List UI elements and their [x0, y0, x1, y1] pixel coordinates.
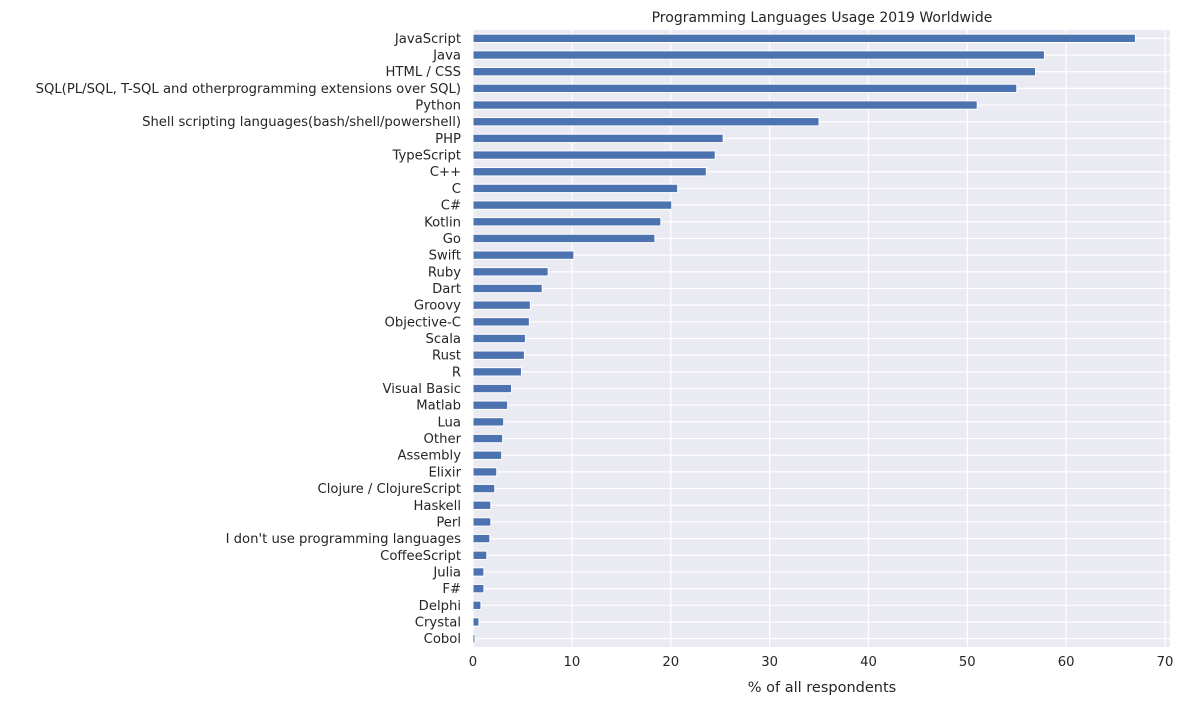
category-label: Julia — [432, 565, 461, 580]
x-tick-label: 60 — [1058, 655, 1075, 670]
bar — [472, 100, 978, 110]
bar — [472, 583, 485, 594]
bar — [472, 483, 496, 494]
bar — [472, 300, 531, 310]
bar — [472, 467, 498, 477]
bar — [472, 517, 492, 527]
bar — [472, 33, 1136, 44]
category-label: Matlab — [416, 399, 461, 414]
category-label: Haskell — [414, 499, 461, 514]
category-label: Other — [424, 432, 462, 447]
category-label: Kotlin — [424, 215, 461, 230]
bar — [472, 217, 662, 227]
x-tick-label: 40 — [860, 655, 877, 670]
category-label: Elixir — [428, 465, 461, 480]
category-label: Dart — [432, 282, 461, 297]
bar — [472, 350, 525, 360]
bar — [472, 333, 526, 344]
bar — [472, 533, 491, 544]
bar — [472, 400, 509, 410]
category-label: Delphi — [419, 599, 461, 614]
bar — [472, 617, 480, 627]
category-label: Clojure / ClojureScript — [318, 482, 462, 497]
category-label: Go — [443, 232, 461, 247]
category-label: Swift — [429, 249, 461, 264]
bar — [472, 233, 656, 244]
bar — [472, 367, 522, 377]
category-label: F# — [442, 582, 461, 597]
category-label: Groovy — [414, 299, 461, 314]
category-label: Assembly — [397, 449, 461, 464]
category-label: C++ — [430, 165, 461, 180]
category-label: PHP — [435, 132, 461, 147]
x-tick-label: 20 — [662, 655, 679, 670]
category-label: JavaScript — [394, 32, 461, 47]
bar — [472, 83, 1018, 94]
bar — [472, 283, 543, 294]
category-label: Rust — [432, 349, 461, 364]
bar — [472, 433, 504, 444]
category-label: HTML / CSS — [386, 65, 461, 80]
bar — [472, 550, 488, 560]
bar — [472, 600, 482, 610]
bar — [472, 417, 505, 427]
category-label: Shell scripting languages(bash/shell/pow… — [142, 115, 461, 130]
bar — [472, 383, 513, 394]
bar — [472, 167, 707, 177]
x-tick-label: 30 — [761, 655, 778, 670]
category-label: CoffeeScript — [380, 549, 461, 564]
category-label: Visual Basic — [383, 382, 461, 397]
chart-title: Programming Languages Usage 2019 Worldwi… — [652, 10, 993, 26]
bar — [472, 133, 724, 144]
bar — [472, 67, 1037, 77]
category-label: I don't use programming languages — [226, 532, 462, 547]
category-label: Ruby — [428, 265, 461, 280]
x-tick-label: 0 — [469, 655, 477, 670]
category-label: Cobol — [424, 632, 461, 647]
category-label: Perl — [436, 515, 461, 530]
bar — [472, 117, 820, 127]
bar — [472, 150, 716, 160]
x-tick-labels: 0 10 20 30 40 50 60 70 — [469, 655, 1174, 670]
category-label: SQL(PL/SQL, T-SQL and otherprogramming e… — [36, 82, 461, 97]
category-label: Lua — [437, 415, 461, 430]
bar — [472, 267, 549, 277]
bar — [472, 200, 673, 210]
category-label: C — [452, 182, 461, 197]
bar — [472, 317, 530, 327]
x-tick-label: 50 — [959, 655, 976, 670]
category-label: C# — [441, 199, 461, 214]
x-tick-label: 10 — [563, 655, 580, 670]
bars — [472, 33, 1136, 644]
category-label: Python — [415, 99, 461, 114]
category-label: Crystal — [415, 615, 461, 630]
category-label: Scala — [426, 332, 461, 347]
bar — [472, 183, 679, 194]
bar — [472, 50, 1045, 60]
bar — [472, 250, 575, 260]
bar — [472, 633, 476, 644]
bar — [472, 567, 485, 577]
x-tick-label: 70 — [1157, 655, 1174, 670]
category-label: R — [452, 365, 461, 380]
category-label: Java — [432, 49, 461, 64]
bar — [472, 500, 492, 510]
category-label: Objective-C — [385, 315, 462, 330]
category-label: TypeScript — [391, 149, 461, 164]
x-axis-label: % of all respondents — [748, 680, 896, 696]
bar — [472, 450, 503, 460]
